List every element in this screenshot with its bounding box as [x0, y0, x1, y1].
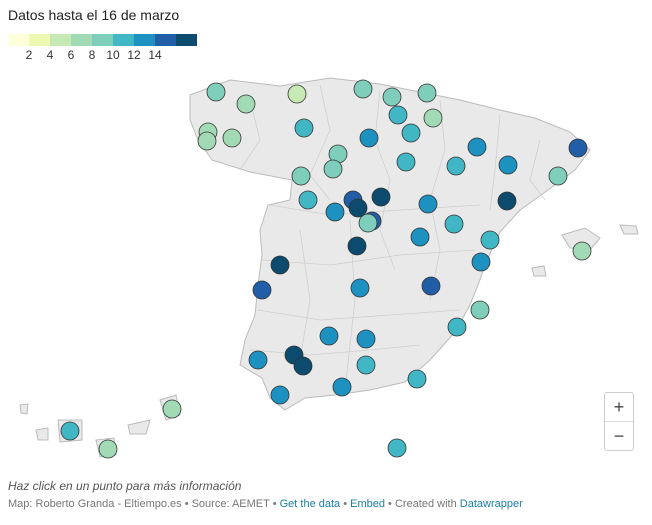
station-dot[interactable]: [417, 83, 437, 103]
station-dot[interactable]: [325, 202, 345, 222]
station-dot[interactable]: [323, 159, 343, 179]
embed-link[interactable]: Embed: [350, 498, 385, 510]
legend-swatch: [155, 34, 176, 46]
footer-separator: •: [340, 498, 351, 510]
province-borders: [239, 84, 546, 391]
station-dot[interactable]: [470, 300, 490, 320]
menorca-shape: [619, 224, 639, 235]
station-dot[interactable]: [222, 128, 242, 148]
mallorca-shape: [561, 227, 601, 251]
legend-swatch: [92, 34, 113, 46]
station-dot[interactable]: [293, 356, 313, 376]
station-dot[interactable]: [446, 156, 466, 176]
station-dot[interactable]: [270, 255, 290, 275]
station-dot[interactable]: [287, 84, 307, 104]
station-dot[interactable]: [396, 152, 416, 172]
station-dot[interactable]: [401, 123, 421, 143]
station-dot[interactable]: [421, 276, 441, 296]
get-data-link[interactable]: Get the data: [279, 498, 341, 510]
legend-swatch: [8, 34, 29, 46]
legend-tick-label: 4: [46, 48, 54, 62]
footer-created-with: • Created with: [385, 498, 460, 510]
legend-color-bar: [8, 34, 197, 46]
zoom-divider: [605, 421, 633, 422]
station-dot[interactable]: [548, 166, 568, 186]
station-dot[interactable]: [60, 421, 80, 441]
legend-tick-label: 12: [127, 48, 141, 62]
legend-swatch: [176, 34, 197, 46]
datawrapper-link[interactable]: Datawrapper: [459, 498, 523, 510]
legend-swatch: [29, 34, 50, 46]
station-dot[interactable]: [206, 82, 226, 102]
peninsula-shape: [189, 77, 591, 411]
legend-swatch: [71, 34, 92, 46]
station-dot[interactable]: [356, 329, 376, 349]
station-dot[interactable]: [348, 198, 368, 218]
station-dot[interactable]: [407, 369, 427, 389]
legend-tick-label: 6: [67, 48, 75, 62]
station-dot[interactable]: [291, 166, 311, 186]
legend-ticks: 2 4 6 8 10 12 14: [8, 46, 178, 62]
station-dot[interactable]: [371, 187, 391, 207]
station-dot[interactable]: [447, 317, 467, 337]
station-dot[interactable]: [347, 236, 367, 256]
footer-credits: Map: Roberto Granda - Eltiempo.es • Sour…: [8, 498, 523, 510]
canary-island-shape: [127, 419, 151, 435]
station-dot[interactable]: [423, 108, 443, 128]
station-dot[interactable]: [248, 350, 268, 370]
click-hint: Haz click en un punto para más informaci…: [8, 479, 242, 493]
legend-tick-label: 10: [106, 48, 120, 62]
zoom-out-button[interactable]: −: [613, 425, 625, 446]
station-dot[interactable]: [319, 326, 339, 346]
legend-swatch: [134, 34, 155, 46]
legend-swatch: [113, 34, 134, 46]
ibiza-shape: [531, 265, 547, 277]
station-dot[interactable]: [236, 94, 256, 114]
station-dot[interactable]: [444, 214, 464, 234]
station-dot[interactable]: [572, 241, 592, 261]
station-dot[interactable]: [467, 137, 487, 157]
station-dot[interactable]: [418, 194, 438, 214]
station-dot[interactable]: [498, 155, 518, 175]
station-dot[interactable]: [294, 118, 314, 138]
spain-map[interactable]: [0, 60, 652, 470]
station-dot[interactable]: [353, 79, 373, 99]
legend-swatch: [50, 34, 71, 46]
station-dot[interactable]: [252, 280, 272, 300]
station-dot[interactable]: [497, 191, 517, 211]
station-dot[interactable]: [359, 128, 379, 148]
legend-tick-label: 2: [25, 48, 33, 62]
canary-island-shape: [19, 403, 29, 415]
station-dot[interactable]: [356, 355, 376, 375]
station-dot[interactable]: [388, 105, 408, 125]
station-dot[interactable]: [480, 230, 500, 250]
land-layer: [19, 77, 639, 458]
zoom-in-button[interactable]: +: [613, 396, 625, 417]
map-title: Datos hasta el 16 de marzo: [8, 7, 180, 23]
station-dot[interactable]: [162, 399, 182, 419]
station-dot[interactable]: [298, 190, 318, 210]
station-dot[interactable]: [382, 87, 402, 107]
station-dot[interactable]: [387, 438, 407, 458]
station-dot[interactable]: [568, 138, 588, 158]
legend-tick-label: 8: [88, 48, 96, 62]
legend-tick-label: 14: [148, 48, 162, 62]
station-dot[interactable]: [332, 377, 352, 397]
station-dot[interactable]: [197, 131, 217, 151]
color-legend: 2 4 6 8 10 12 14: [8, 34, 197, 62]
station-dot[interactable]: [410, 227, 430, 247]
zoom-control: + −: [604, 392, 634, 451]
station-dot[interactable]: [350, 278, 370, 298]
station-dot[interactable]: [358, 213, 378, 233]
station-dot[interactable]: [98, 439, 118, 459]
footer-source: Map: Roberto Granda - Eltiempo.es • Sour…: [8, 498, 280, 510]
station-dot[interactable]: [270, 385, 290, 405]
station-dot[interactable]: [471, 252, 491, 272]
canary-island-shape: [35, 427, 49, 441]
station-dots[interactable]: [60, 79, 592, 459]
